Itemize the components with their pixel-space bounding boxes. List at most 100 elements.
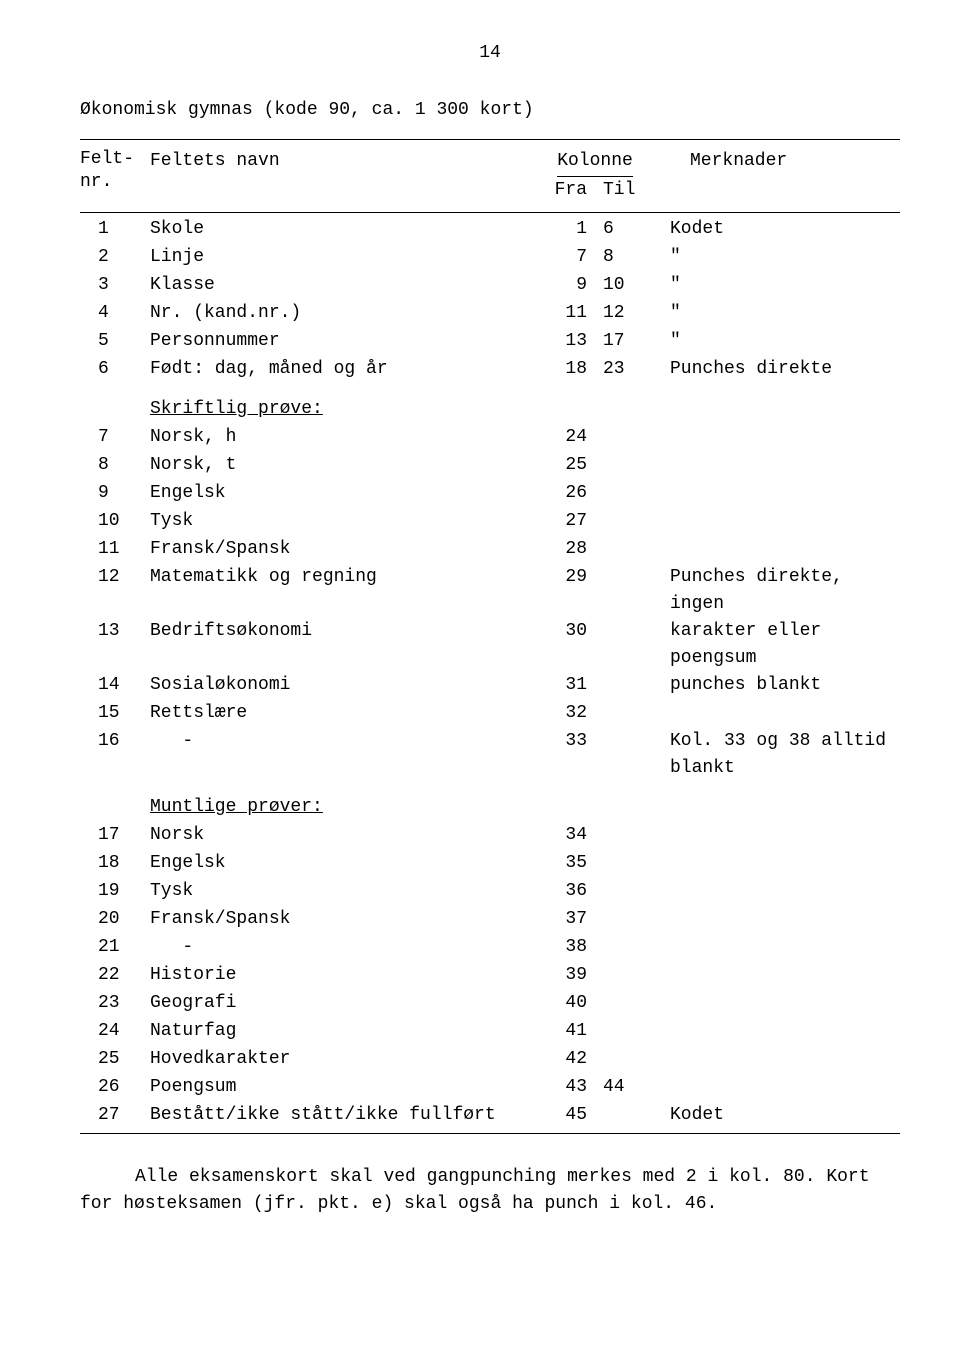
felt-navn: Rettslære — [150, 700, 530, 727]
table-row: 3Klasse910" — [80, 272, 900, 300]
merknad: Kol. 33 og 38 alltid blankt — [660, 728, 900, 782]
table-row: 6Født: dag, måned og år1823Punches direk… — [80, 356, 900, 384]
felt-nr: 13 — [80, 618, 150, 645]
table-row: 15Rettslære32 — [80, 700, 900, 728]
kolonne-til: 10 — [595, 272, 660, 299]
table-row: 12Matematikk og regning29Punches direkte… — [80, 564, 900, 618]
merknad: " — [660, 244, 900, 271]
kolonne-fra: 42 — [530, 1046, 595, 1073]
merknad: Kodet — [660, 216, 900, 243]
header-merknader: Merknader — [660, 148, 900, 204]
kolonne-til: 12 — [595, 300, 660, 327]
felt-navn: Tysk — [150, 878, 530, 905]
felt-nr: 2 — [80, 244, 150, 271]
felt-navn: Nr. (kand.nr.) — [150, 300, 530, 327]
kolonne-fra: 36 — [530, 878, 595, 905]
kolonne-fra: 37 — [530, 906, 595, 933]
felt-navn: Norsk — [150, 822, 530, 849]
felt-navn: Naturfag — [150, 1018, 530, 1045]
kolonne-fra: 28 — [530, 536, 595, 563]
felt-nr: 10 — [80, 508, 150, 535]
table-row: 10Tysk27 — [80, 508, 900, 536]
kolonne-fra: 34 — [530, 822, 595, 849]
kolonne-fra: 24 — [530, 424, 595, 451]
merknad: Punches direkte — [660, 356, 900, 383]
kolonne-fra: 43 — [530, 1074, 595, 1101]
table-row: 22Historie39 — [80, 962, 900, 990]
table-header-row: Felt-nr. Feltets navn Kolonne Fra Til Me… — [80, 143, 900, 209]
section-header-row-1: Skriftlig prøve: — [80, 396, 900, 424]
felt-navn: Matematikk og regning — [150, 564, 530, 591]
table-row: 4Nr. (kand.nr.)1112" — [80, 300, 900, 328]
table-row: 9Engelsk26 — [80, 480, 900, 508]
merknad: punches blankt — [660, 672, 900, 699]
felt-nr: 26 — [80, 1074, 150, 1101]
kolonne-fra: 38 — [530, 934, 595, 961]
table-row: 11Fransk/Spansk28 — [80, 536, 900, 564]
divider-header-bottom — [80, 212, 900, 213]
divider-bottom — [80, 1133, 900, 1134]
table-row: 25Hovedkarakter42 — [80, 1046, 900, 1074]
kolonne-fra: 41 — [530, 1018, 595, 1045]
kolonne-fra: 32 — [530, 700, 595, 727]
felt-navn: Fransk/Spansk — [150, 536, 530, 563]
felt-nr: 1 — [80, 216, 150, 243]
rows-block-1: 1Skole16Kodet2Linje78"3Klasse910"4Nr. (k… — [80, 216, 900, 384]
header-kolonne: Kolonne Fra Til — [530, 148, 660, 204]
felt-nr: 16 — [80, 728, 150, 755]
felt-navn: Sosialøkonomi — [150, 672, 530, 699]
felt-nr: 18 — [80, 850, 150, 877]
footer-line-2: for høsteksamen (jfr. pkt. e) skal også … — [80, 1191, 900, 1218]
felt-nr: 9 — [80, 480, 150, 507]
felt-navn: Bestått/ikke stått/ikke fullført — [150, 1102, 530, 1129]
merknad: " — [660, 272, 900, 299]
felt-nr: 11 — [80, 536, 150, 563]
felt-nr: 15 — [80, 700, 150, 727]
table-row: 19Tysk36 — [80, 878, 900, 906]
footer-line-1: Alle eksamenskort skal ved gangpunching … — [80, 1164, 900, 1191]
merknad: " — [660, 328, 900, 355]
kolonne-fra: 33 — [530, 728, 595, 755]
felt-nr: 24 — [80, 1018, 150, 1045]
kolonne-til: 8 — [595, 244, 660, 271]
table-row: 2Linje78" — [80, 244, 900, 272]
merknad: " — [660, 300, 900, 327]
kolonne-fra: 35 — [530, 850, 595, 877]
felt-navn: Historie — [150, 962, 530, 989]
felt-nr: 6 — [80, 356, 150, 383]
section-header-row-2: Muntlige prøver: — [80, 794, 900, 822]
merknad: Kodet — [660, 1102, 900, 1129]
section1-title: Skriftlig prøve: — [150, 399, 323, 419]
table-row: 8Norsk, t25 — [80, 452, 900, 480]
felt-nr: 21 — [80, 934, 150, 961]
merknad: Punches direkte, ingen — [660, 564, 900, 618]
document-title: Økonomisk gymnas (kode 90, ca. 1 300 kor… — [80, 97, 900, 124]
table-row: 13Bedriftsøkonomi30karakter eller poengs… — [80, 618, 900, 672]
kolonne-fra: 40 — [530, 990, 595, 1017]
table-row: 18Engelsk35 — [80, 850, 900, 878]
table-row: 7Norsk, h24 — [80, 424, 900, 452]
rows-block-3: 17Norsk3418Engelsk3519Tysk3620Fransk/Spa… — [80, 822, 900, 1130]
section2-title: Muntlige prøver: — [150, 797, 323, 817]
felt-nr: 5 — [80, 328, 150, 355]
kolonne-fra: 30 — [530, 618, 595, 645]
felt-nr: 27 — [80, 1102, 150, 1129]
kolonne-fra: 11 — [530, 300, 595, 327]
kolonne-til: 6 — [595, 216, 660, 243]
felt-nr: 4 — [80, 300, 150, 327]
felt-navn: Bedriftsøkonomi — [150, 618, 530, 645]
table-row: 17Norsk34 — [80, 822, 900, 850]
felt-nr: 14 — [80, 672, 150, 699]
felt-nr: 17 — [80, 822, 150, 849]
page-number: 14 — [80, 40, 900, 67]
table-row: 5Personnummer1317" — [80, 328, 900, 356]
felt-navn: Geografi — [150, 990, 530, 1017]
kolonne-fra: 31 — [530, 672, 595, 699]
felt-nr: 12 — [80, 564, 150, 591]
header-fra: Fra — [530, 177, 595, 204]
table-row: 27Bestått/ikke stått/ikke fullført45Kode… — [80, 1102, 900, 1130]
felt-navn: Norsk, h — [150, 424, 530, 451]
kolonne-fra: 9 — [530, 272, 595, 299]
table-row: 1Skole16Kodet — [80, 216, 900, 244]
table-row: 20Fransk/Spansk37 — [80, 906, 900, 934]
